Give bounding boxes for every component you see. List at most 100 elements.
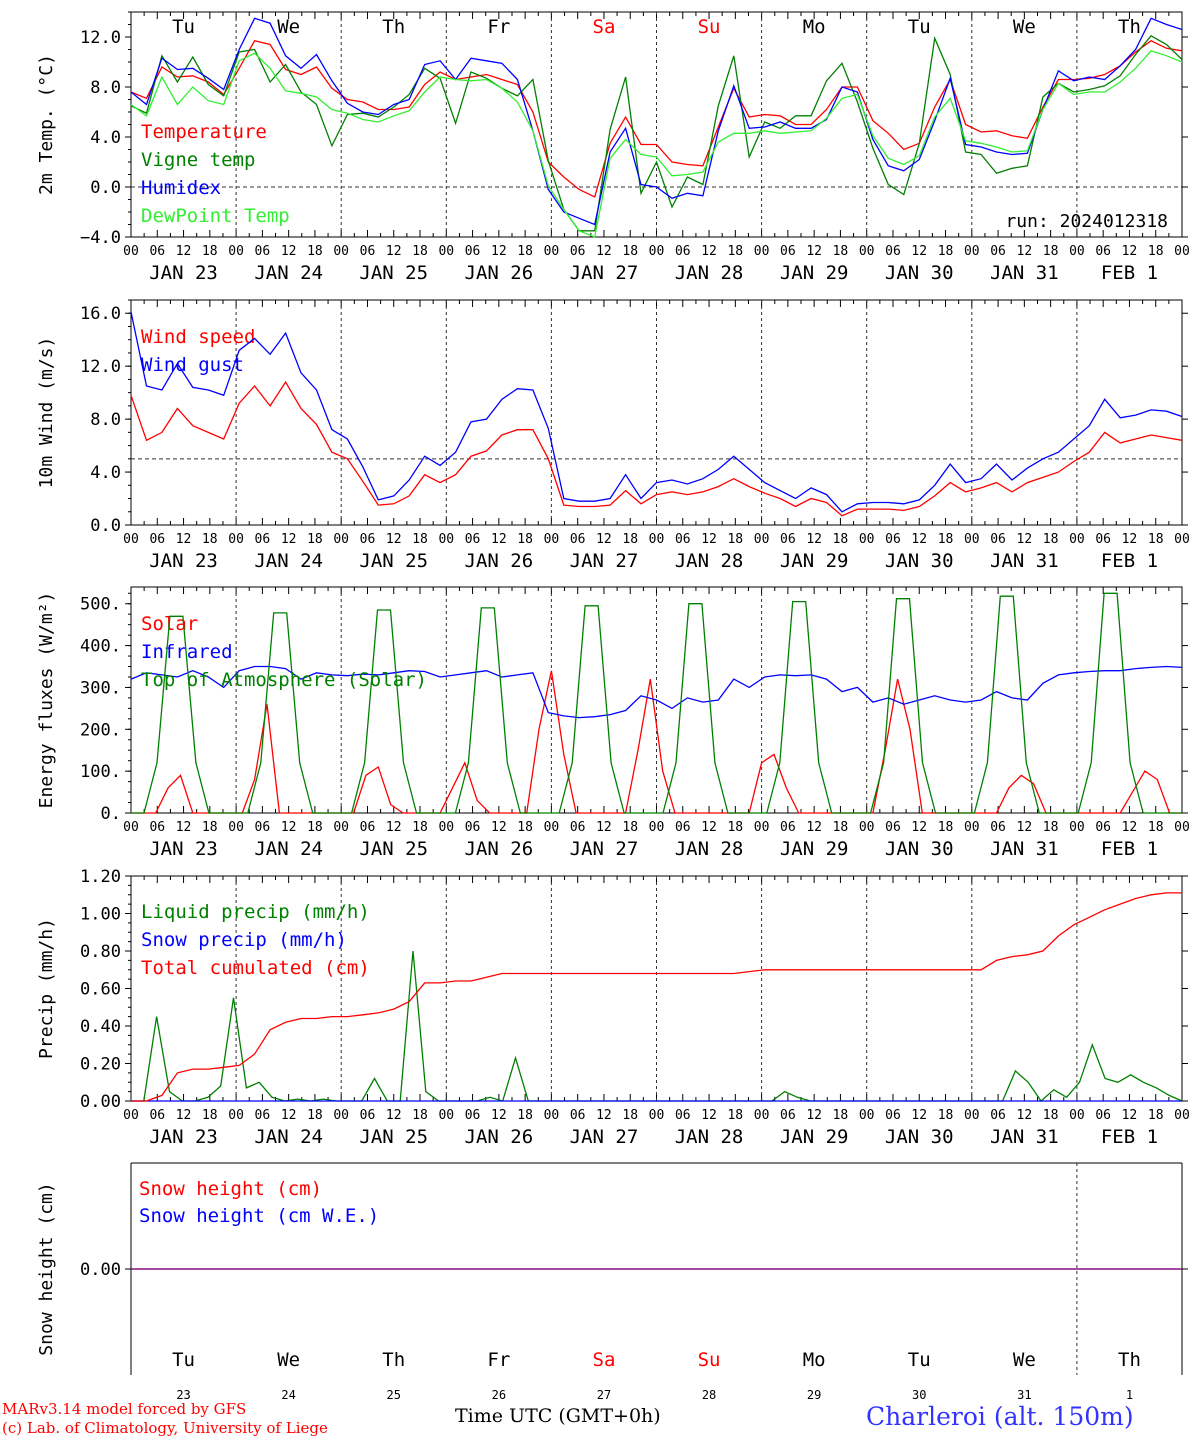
hour-label: 12	[596, 244, 612, 259]
hour-label: 12	[386, 532, 402, 547]
hour-label: 18	[622, 532, 638, 547]
hour-label: 18	[622, 1108, 638, 1123]
y-tick-label: 0.00	[80, 1260, 121, 1280]
hour-label: 06	[149, 532, 165, 547]
date-label: JAN 23	[149, 838, 218, 860]
hour-label: 12	[281, 1108, 297, 1123]
y-axis-title: 10m Wind (m/s)	[36, 337, 57, 489]
date-label: JAN 30	[885, 262, 954, 284]
hour-label: 06	[990, 532, 1006, 547]
hour-label: 00	[333, 532, 349, 547]
legend-entry: Temperature	[141, 121, 267, 143]
series-line-2-0	[131, 670, 1182, 814]
hour-label: 12	[281, 244, 297, 259]
date-label: JAN 28	[675, 262, 744, 284]
hour-label: 06	[780, 244, 796, 259]
date-label: JAN 25	[359, 838, 428, 860]
date-label: JAN 24	[254, 550, 323, 572]
hour-label: 12	[701, 532, 717, 547]
hour-label: 06	[465, 820, 481, 835]
hour-label: 06	[1095, 820, 1111, 835]
hour-label: 00	[1174, 1108, 1190, 1123]
hour-label: 06	[885, 532, 901, 547]
hour-label: 06	[255, 820, 271, 835]
y-tick-label: 12.0	[80, 357, 121, 377]
legend-entry: Wind speed	[141, 326, 255, 348]
date-label: JAN 29	[780, 550, 849, 572]
y-tick-label: 1.20	[80, 867, 121, 887]
day-number: 26	[492, 1388, 506, 1402]
hour-label: 12	[176, 1108, 192, 1123]
hour-label: 12	[911, 532, 927, 547]
date-label: JAN 28	[675, 550, 744, 572]
hour-label: 00	[754, 244, 770, 259]
hour-label: 12	[701, 244, 717, 259]
hour-label: 18	[1148, 532, 1164, 547]
hour-label: 18	[307, 244, 323, 259]
day-name-bottom: Su	[698, 1349, 721, 1371]
hour-label: 18	[202, 1108, 218, 1123]
hour-label: 06	[255, 532, 271, 547]
hour-label: 06	[255, 244, 271, 259]
hour-label: 00	[544, 532, 560, 547]
day-name-bottom: Th	[382, 1349, 405, 1371]
legend-entry: Humidex	[141, 177, 221, 199]
hour-label: 00	[754, 820, 770, 835]
hour-label: 00	[1069, 244, 1085, 259]
hour-label: 12	[806, 244, 822, 259]
legend-entry: Snow height (cm W.E.)	[139, 1205, 379, 1227]
date-label: FEB 1	[1101, 262, 1158, 284]
hour-label: 18	[412, 532, 428, 547]
y-tick-label: 500.	[80, 595, 121, 615]
hour-label: 18	[833, 532, 849, 547]
day-number: 24	[281, 1388, 295, 1402]
series-line-1-0	[130, 380, 1183, 517]
hour-label: 00	[859, 1108, 875, 1123]
hour-label: 18	[727, 820, 743, 835]
hour-label: 00	[123, 1108, 139, 1123]
legend-entry: Snow height (cm)	[139, 1178, 322, 1200]
hour-label: 12	[1122, 820, 1138, 835]
day-name-top: Su	[698, 16, 721, 38]
date-label: JAN 30	[885, 838, 954, 860]
y-axis-title: Energy fluxes (W/m²)	[36, 592, 57, 809]
date-label: JAN 25	[359, 550, 428, 572]
date-label: JAN 30	[885, 550, 954, 572]
date-label: JAN 26	[465, 1126, 534, 1148]
hour-label: 06	[149, 820, 165, 835]
series-line-1-1	[130, 311, 1183, 513]
hour-label: 18	[202, 532, 218, 547]
hour-label: 18	[202, 244, 218, 259]
hour-label: 00	[544, 820, 560, 835]
hour-label: 00	[1174, 532, 1190, 547]
date-label: JAN 25	[359, 262, 428, 284]
hour-label: 06	[465, 244, 481, 259]
hour-label: 18	[622, 244, 638, 259]
hour-label: 12	[701, 1108, 717, 1123]
date-label: JAN 24	[254, 1126, 323, 1148]
hour-label: 06	[885, 244, 901, 259]
date-label: JAN 26	[465, 262, 534, 284]
hour-label: 00	[228, 1108, 244, 1123]
date-label: JAN 24	[254, 262, 323, 284]
y-tick-label: 0.80	[80, 942, 121, 962]
hour-label: 00	[859, 532, 875, 547]
hour-label: 00	[438, 820, 454, 835]
day-name-top: Th	[1118, 16, 1141, 38]
hour-label: 18	[412, 1108, 428, 1123]
hour-label: 06	[675, 532, 691, 547]
hour-label: 12	[491, 244, 507, 259]
date-label: JAN 31	[990, 550, 1059, 572]
y-tick-label: 400.	[80, 637, 121, 657]
hour-label: 06	[149, 1108, 165, 1123]
hour-label: 12	[176, 820, 192, 835]
hour-label: 06	[570, 1108, 586, 1123]
day-name-bottom: Mo	[803, 1349, 826, 1371]
hour-label: 18	[833, 244, 849, 259]
y-tick-label: 12.0	[80, 28, 121, 48]
day-number: 23	[176, 1388, 190, 1402]
hour-label: 12	[806, 1108, 822, 1123]
hour-label: 18	[1148, 1108, 1164, 1123]
legend-entry: Total cumulated (cm)	[141, 957, 370, 979]
y-tick-label: 0.0	[90, 516, 121, 536]
